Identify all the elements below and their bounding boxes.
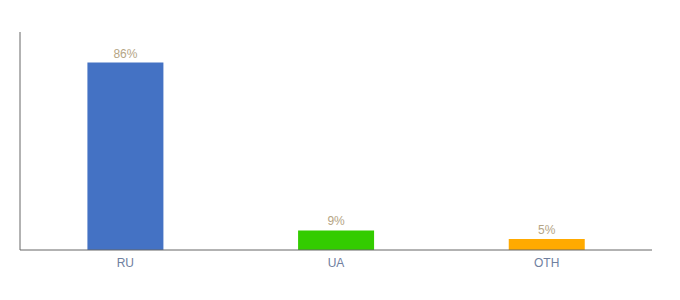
svg-text:9%: 9% [327, 214, 345, 228]
svg-text:UA: UA [328, 256, 345, 270]
svg-text:RU: RU [117, 256, 134, 270]
svg-text:86%: 86% [113, 47, 137, 61]
svg-text:OTH: OTH [534, 256, 559, 270]
svg-text:5%: 5% [538, 223, 556, 237]
